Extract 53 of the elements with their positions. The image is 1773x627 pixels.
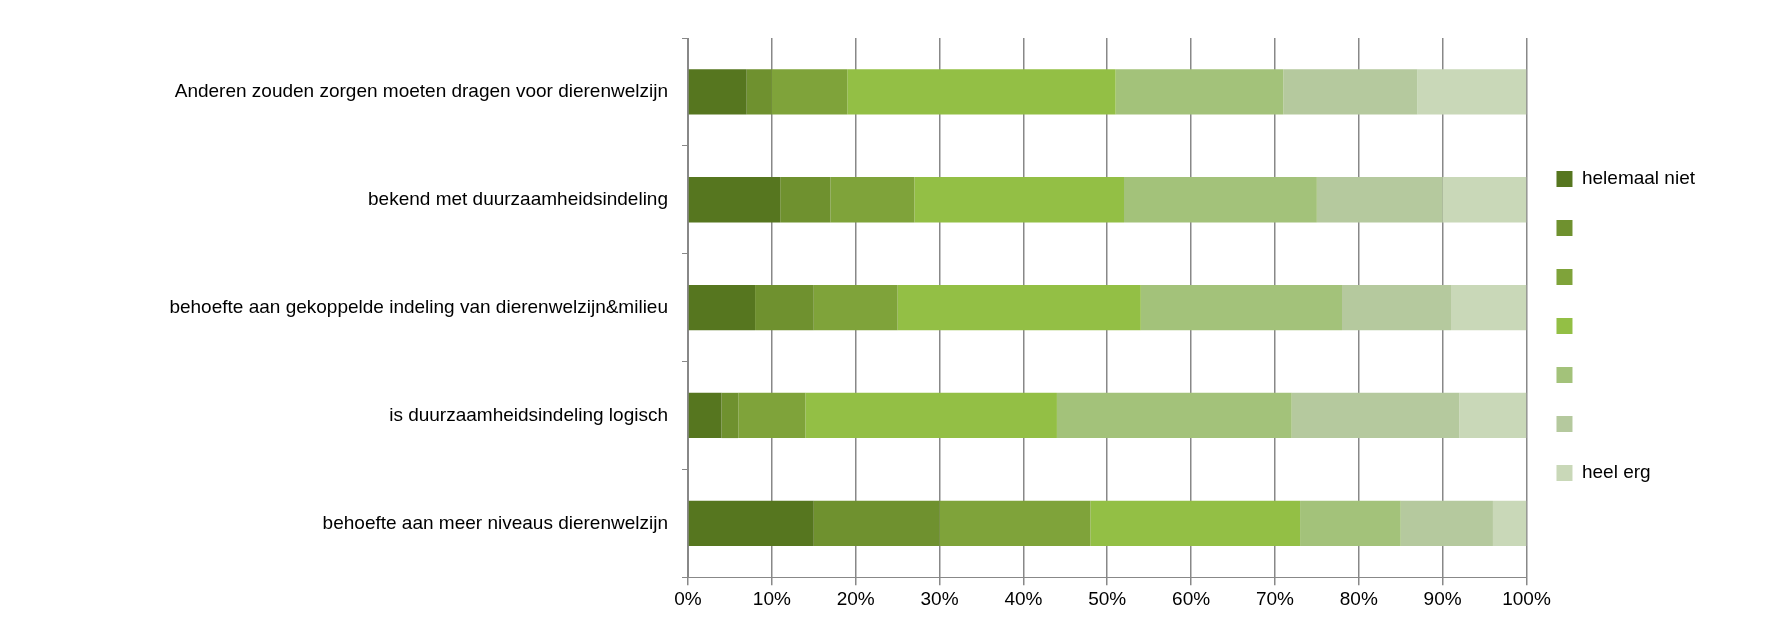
bar	[1090, 500, 1301, 546]
bar	[847, 69, 1116, 115]
bar	[721, 392, 739, 439]
bar	[1115, 69, 1284, 115]
bar	[805, 392, 1057, 439]
bar	[914, 177, 1125, 223]
bar	[688, 284, 756, 331]
bar	[830, 177, 915, 223]
x-tick-label: 0%	[674, 587, 702, 609]
bar	[1492, 500, 1527, 546]
x-tick-label: 100%	[1502, 587, 1551, 609]
x-tick-label: 90%	[1423, 587, 1462, 609]
bar	[1316, 177, 1443, 223]
bar	[771, 69, 848, 115]
bar	[746, 69, 772, 115]
bar	[688, 69, 747, 115]
x-tick-label: 40%	[1004, 587, 1043, 609]
y-tick-label: behoefte aan meer niveaus dierenwelzijn	[322, 511, 668, 533]
y-tick-label: behoefte aan gekoppelde indeling van dierenwelzijn&milieu	[169, 295, 668, 317]
bar	[738, 392, 806, 439]
bar	[1417, 69, 1527, 115]
bar	[780, 177, 831, 223]
y-tick-label: is duurzaamheidsindeling logisch	[389, 403, 668, 425]
bar	[1451, 284, 1527, 331]
x-tick-label: 50%	[1088, 587, 1127, 609]
bar	[1291, 392, 1460, 439]
x-tick-label: 20%	[836, 587, 875, 609]
bar	[1459, 392, 1527, 439]
bar	[1342, 284, 1452, 331]
x-tick-label: 80%	[1339, 587, 1378, 609]
x-tick-label: 30%	[920, 587, 959, 609]
legend-label: heel erg	[1581, 461, 1651, 483]
y-tick-label: Anderen zouden zorgen moeten dragen voor dierenwelzijn	[174, 80, 668, 102]
bar	[755, 284, 814, 331]
bar	[688, 177, 781, 223]
bar	[813, 284, 898, 331]
bar	[813, 500, 940, 546]
bar	[1056, 392, 1292, 439]
bar	[1400, 500, 1493, 546]
bar	[1124, 177, 1317, 223]
x-tick-label: 60%	[1172, 587, 1211, 609]
bar	[688, 500, 814, 546]
x-tick-label: 10%	[752, 587, 791, 609]
bar	[1300, 500, 1401, 546]
bar	[1283, 69, 1418, 115]
bar	[1140, 284, 1343, 331]
x-tick-label: 70%	[1255, 587, 1295, 609]
bar	[897, 284, 1141, 331]
legend-label: helemaal niet	[1581, 167, 1696, 189]
bar	[688, 392, 722, 439]
y-tick-label: bekend met duurzaamheidsindeling	[368, 187, 668, 209]
bar	[939, 500, 1091, 546]
bar	[1442, 177, 1527, 223]
